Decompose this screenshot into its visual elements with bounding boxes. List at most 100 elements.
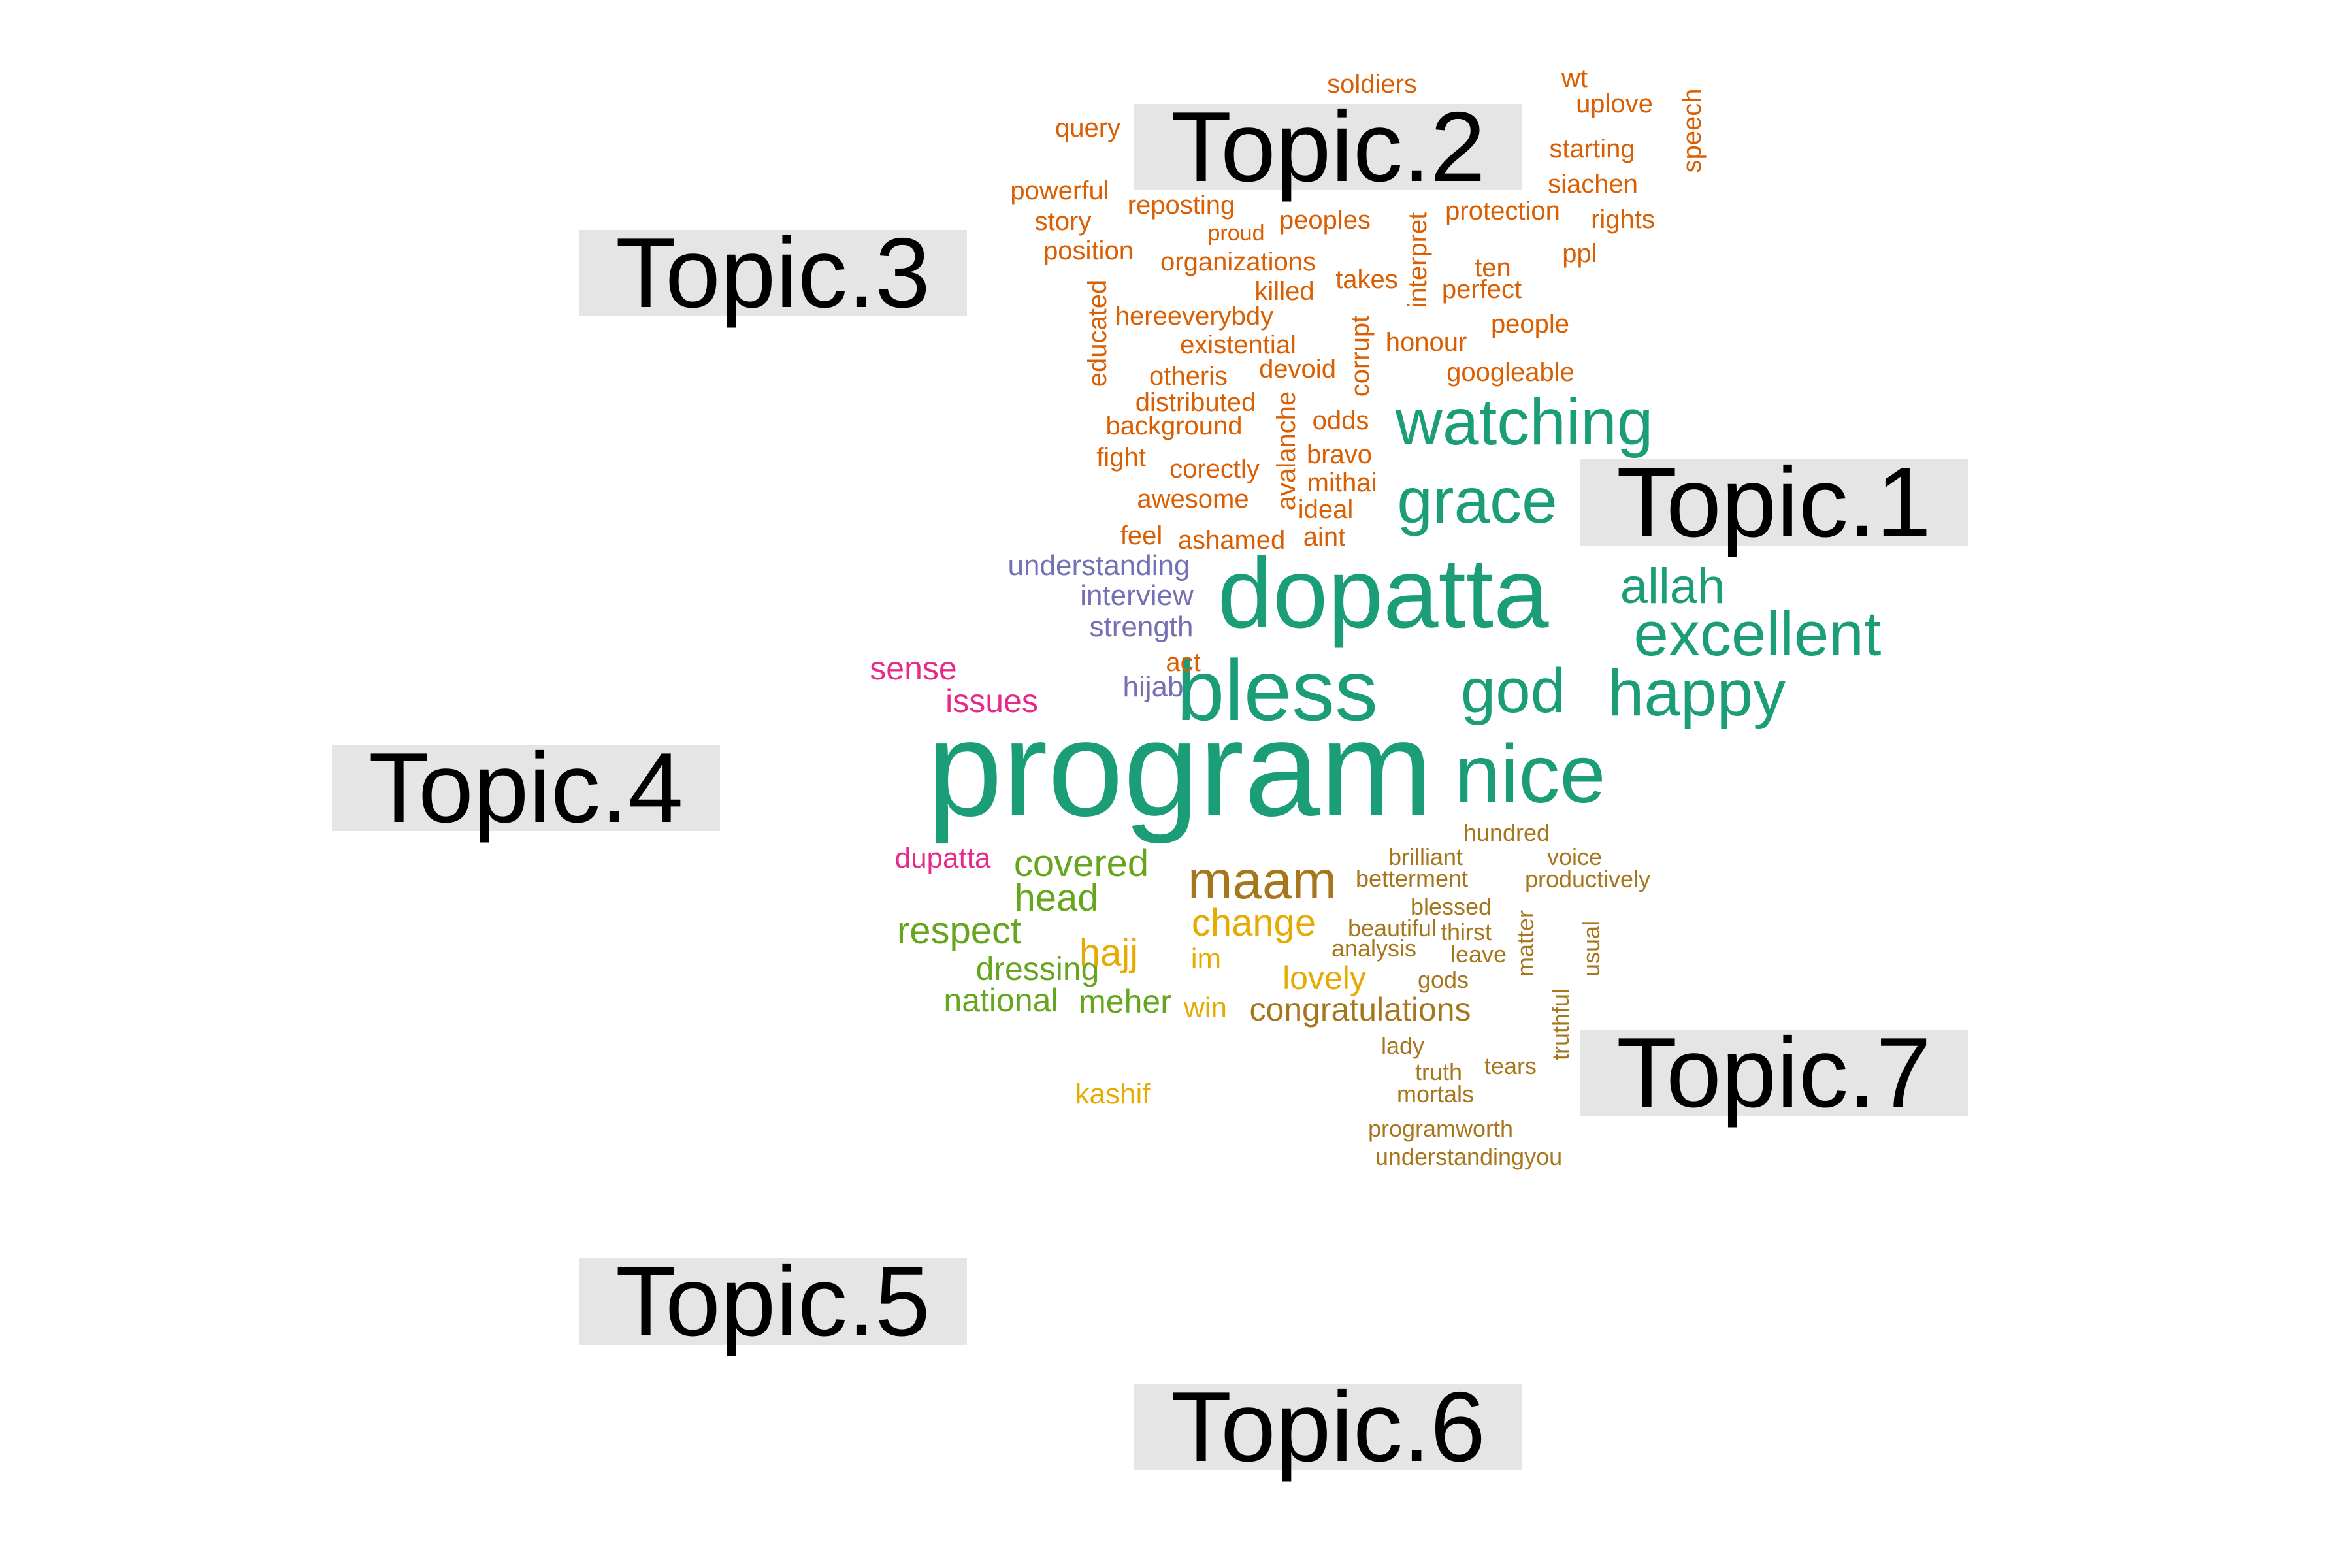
topic-label-3: Topic.3	[579, 223, 967, 323]
cloud-word-win: win	[1183, 992, 1228, 1024]
cloud-word-allah: allah	[1620, 559, 1725, 614]
cloud-word-beautiful: beautiful	[1347, 915, 1437, 941]
cloud-word-sense: sense	[870, 650, 957, 687]
cloud-word-ten: ten	[1475, 253, 1511, 282]
cloud-word-wt: wt	[1561, 64, 1588, 93]
cloud-word-change: change	[1191, 902, 1316, 944]
cloud-word-betterment: betterment	[1355, 865, 1469, 892]
cloud-word-perfect: perfect	[1441, 275, 1522, 304]
cloud-word-mortals: mortals	[1396, 1081, 1475, 1107]
cloud-word-congratulations: congratulations	[1249, 991, 1471, 1028]
cloud-word-dopatta: dopatta	[1217, 538, 1549, 649]
cloud-word-peoples: peoples	[1279, 206, 1371, 235]
cloud-word-background: background	[1105, 412, 1243, 440]
cloud-word-analysis: analysis	[1331, 935, 1417, 962]
cloud-word-corrupt: corrupt	[1346, 315, 1375, 397]
cloud-word-bless: bless	[1176, 642, 1379, 738]
cloud-word-lady: lady	[1380, 1032, 1425, 1059]
cloud-word-maam: maam	[1188, 851, 1337, 910]
cloud-word-query: query	[1054, 114, 1121, 142]
cloud-word-productively: productively	[1524, 866, 1651, 892]
cloud-word-googleable: googleable	[1446, 358, 1575, 387]
cloud-word-hereeverybdy: hereeverybdy	[1115, 302, 1274, 331]
cloud-word-ideal: ideal	[1298, 495, 1354, 524]
cloud-word-voice: voice	[1546, 843, 1603, 870]
cloud-word-usual: usual	[1578, 920, 1605, 977]
cloud-word-educated: educated	[1083, 279, 1112, 387]
cloud-word-programworth: programworth	[1367, 1115, 1514, 1142]
cloud-word-takes: takes	[1335, 265, 1398, 294]
topic-label-7: Topic.7	[1580, 1023, 1968, 1122]
cloud-word-nice: nice	[1454, 728, 1606, 820]
cloud-word-program: program	[926, 693, 1433, 845]
cloud-word-thirst: thirst	[1440, 919, 1492, 945]
cloud-word-bravo: bravo	[1306, 440, 1373, 469]
cloud-word-otheris: otheris	[1149, 362, 1228, 391]
cloud-word-watching: watching	[1395, 385, 1654, 459]
cloud-word-organizations: organizations	[1160, 248, 1316, 276]
cloud-word-proud: proud	[1207, 221, 1265, 246]
cloud-word-issues: issues	[945, 683, 1038, 719]
cloud-word-tears: tears	[1484, 1053, 1537, 1079]
cloud-word-awesome: awesome	[1137, 485, 1249, 514]
cloud-word-soldiers: soldiers	[1327, 70, 1417, 99]
topic-label-4: Topic.4	[332, 738, 720, 838]
cloud-word-understandingyou: understandingyou	[1375, 1143, 1563, 1170]
cloud-word-meher: meher	[1079, 983, 1171, 1020]
cloud-word-feel: feel	[1120, 521, 1163, 550]
cloud-word-kashif: kashif	[1075, 1078, 1151, 1110]
cloud-word-respect: respect	[896, 909, 1022, 952]
cloud-word-covered: covered	[1013, 842, 1149, 885]
cloud-word-god: god	[1460, 656, 1566, 726]
cloud-word-hijab: hijab	[1122, 671, 1184, 703]
cloud-word-interview: interview	[1080, 580, 1194, 612]
topic-label-6: Topic.6	[1134, 1377, 1522, 1477]
cloud-word-national: national	[943, 982, 1058, 1019]
cloud-word-ashamed: ashamed	[1177, 526, 1286, 555]
cloud-word-honour: honour	[1385, 328, 1467, 357]
cloud-word-protection: protection	[1445, 197, 1560, 225]
cloud-word-rights: rights	[1591, 205, 1655, 234]
cloud-word-distributed: distributed	[1135, 388, 1256, 417]
cloud-word-truthful: truthful	[1547, 988, 1574, 1061]
cloud-word-uplove: uplove	[1576, 90, 1653, 118]
cloud-word-powerful: powerful	[1010, 176, 1109, 205]
cloud-word-truth: truth	[1414, 1058, 1463, 1085]
cloud-word-understanding: understanding	[1007, 549, 1190, 581]
cloud-word-leave: leave	[1450, 941, 1507, 968]
cloud-word-lovely: lovely	[1282, 960, 1366, 996]
cloud-word-devoid: devoid	[1259, 355, 1336, 384]
cloud-word-aint: aint	[1303, 523, 1346, 551]
cloud-word-gods: gods	[1417, 966, 1469, 993]
cloud-word-killed: killed	[1254, 277, 1315, 306]
cloud-word-corectly: corectly	[1169, 455, 1260, 483]
cloud-word-grace: grace	[1397, 465, 1558, 536]
cloud-word-story: story	[1034, 207, 1092, 236]
cloud-word-hajj: hajj	[1079, 932, 1139, 974]
cloud-word-fight: fight	[1096, 443, 1146, 472]
cloud-word-avalanche: avalanche	[1272, 391, 1301, 511]
cloud-word-matter: matter	[1512, 909, 1539, 977]
cloud-word-hundred: hundred	[1463, 819, 1550, 846]
cloud-word-dressing: dressing	[975, 951, 1100, 987]
cloud-word-brilliant: brilliant	[1388, 843, 1463, 870]
cloud-word-act: act	[1166, 648, 1201, 677]
cloud-word-happy: happy	[1607, 657, 1786, 730]
cloud-word-head: head	[1014, 877, 1099, 919]
cloud-word-blessed: blessed	[1410, 893, 1492, 920]
cloud-word-starting: starting	[1549, 135, 1635, 163]
cloud-word-reposting: reposting	[1127, 191, 1235, 220]
cloud-word-dupatta: dupatta	[894, 842, 991, 874]
cloud-word-interpret: interpret	[1403, 212, 1432, 308]
cloud-word-people: people	[1490, 310, 1570, 338]
cloud-word-speech: speech	[1678, 88, 1707, 173]
topic-label-5: Topic.5	[579, 1252, 967, 1351]
cloud-word-im: im	[1190, 943, 1222, 975]
cloud-word-existential: existential	[1180, 331, 1296, 359]
cloud-word-excellent: excellent	[1633, 599, 1882, 669]
topic-label-1: Topic.1	[1580, 453, 1968, 552]
cloud-word-odds: odds	[1312, 406, 1369, 435]
cloud-word-position: position	[1043, 237, 1134, 265]
cloud-word-siachen: siachen	[1548, 170, 1638, 199]
